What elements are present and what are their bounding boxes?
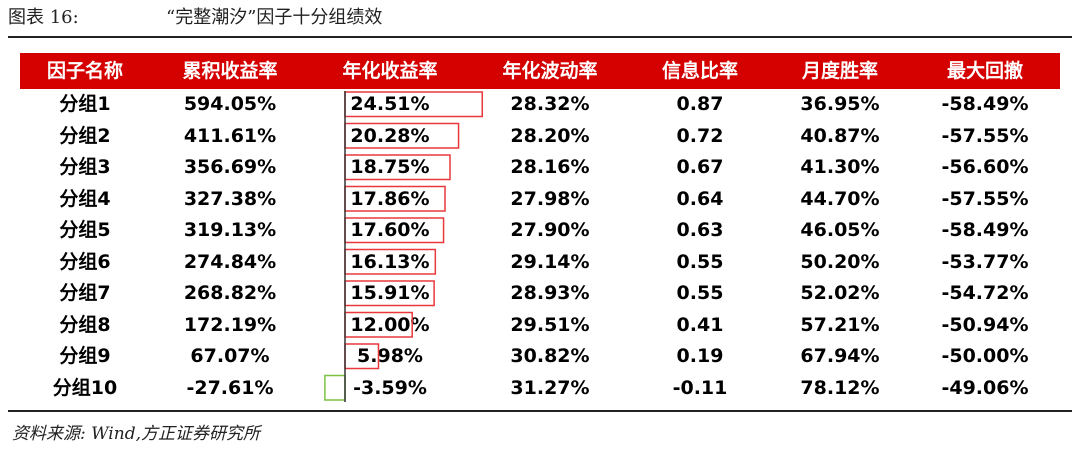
table-cell: 28.93% [510,282,590,304]
table-cell: -49.06% [941,376,1029,399]
table-cell: 36.95% [800,93,880,115]
header-cell: 月度胜率 [801,60,878,82]
table-cell: 30.82% [510,345,590,367]
table-row: 分组1 594.05% 24.51% 28.32% 0.87 36.95% -58.49% [20,89,1060,121]
table-cell: 52.02% [800,282,880,304]
table-cell: 268.82% [183,282,277,304]
table-row: 分组7 268.82% 15.91% 28.93% 0.55 52.02% -54.72% [20,278,1060,310]
table-cell: 0.55 [676,250,724,273]
table-cell: -56.60% [941,156,1029,178]
table-cell: 31.27% [510,376,590,399]
table-cell: 50.20% [800,250,880,273]
header-cell: 累积收益率 [182,60,278,82]
row-label: 分组7 [59,282,111,304]
header-cell: 最大回撤 [946,60,1023,82]
table-row: 分组8 172.19% 12.00% 29.51% 0.41 57.21% -50.94% [20,310,1060,342]
table-cell: 0.72 [676,124,724,147]
source-note: 资料来源: Wind,方正证券研究所 [12,424,260,444]
row-label: 分组8 [59,313,111,336]
table-cell: 17.86% [350,187,430,210]
table-cell: 17.60% [350,219,430,241]
table-body: 分组1 594.05% 24.51% 28.32% 0.87 36.95% -58.49% 分… [20,89,1060,404]
table-cell: 78.12% [800,376,880,399]
table-cell: 319.13% [183,219,277,241]
table-cell: -57.55% [941,124,1029,147]
table-cell: 0.67 [676,156,724,178]
table-cell: 67.07% [190,345,270,367]
row-label: 分组6 [59,250,111,273]
table-row: 分组10 -27.61% -3.59% 31.27% -0.11 78.12% -49.06… [20,373,1060,405]
top-rule [8,36,1072,38]
table-row: 分组2 411.61% 20.28% 28.20% 0.72 40.87% -57.55% [20,121,1060,153]
row-label: 分组3 [59,156,111,178]
table-cell: 44.70% [800,187,880,210]
table-cell: 28.16% [510,156,590,178]
table-cell: 327.38% [183,187,277,210]
table-row: 分组6 274.84% 16.13% 29.14% 0.55 50.20% -53.77% [20,247,1060,279]
table-cell: 0.63 [676,219,724,241]
table-cell: 15.91% [350,282,430,304]
table-cell: 20.28% [350,124,430,147]
table-cell: -57.55% [941,187,1029,210]
table-cell: -3.59% [353,376,427,399]
table-cell: -27.61% [186,376,274,399]
table-row: 分组9 67.07% 5.98% 30.82% 0.19 67.94% -50.00% [20,341,1060,373]
table-cell: 594.05% [183,93,277,115]
table-cell: -50.00% [941,345,1029,367]
figure-label: 图表 16: [8,7,79,28]
table-cell: 27.98% [510,187,590,210]
table-cell: 46.05% [800,219,880,241]
table-cell: 12.00% [350,313,430,336]
table-cell: 356.69% [183,156,277,178]
table-cell: 18.75% [350,156,430,178]
table-cell: 5.98% [357,345,423,367]
row-label: 分组5 [59,219,111,241]
header-cell: 年化收益率 [342,60,438,82]
table-cell: 24.51% [350,93,430,115]
table-cell: 0.19 [676,345,724,367]
table-cell: -53.77% [941,250,1029,273]
table-row: 分组4 327.38% 17.86% 27.98% 0.64 44.70% -57.55% [20,184,1060,216]
table-cell: 411.61% [183,124,277,147]
header-cell: 信息比率 [661,60,738,82]
table-row: 分组5 319.13% 17.60% 27.90% 0.63 46.05% -58.49% [20,215,1060,247]
row-label: 分组9 [59,345,111,367]
table-cell: 29.51% [510,313,590,336]
table-cell: 0.55 [676,282,724,304]
table-cell: 28.20% [510,124,590,147]
table-row: 分组3 356.69% 18.75% 28.16% 0.67 41.30% -56.60% [20,152,1060,184]
table-cell: -58.49% [941,219,1029,241]
table-cell: 29.14% [510,250,590,273]
table-cell: -0.11 [672,376,728,399]
table-cell: 40.87% [800,124,880,147]
table-cell: 274.84% [183,250,277,273]
table-cell: 67.94% [800,345,880,367]
table-cell: 28.32% [510,93,590,115]
bottom-rule [8,410,1072,412]
table-header: 因子名称 累积收益率 年化收益率 年化波动率 信息比率 月度胜率 最大回撤 [20,53,1060,89]
row-label: 分组10 [52,376,118,399]
table-cell: -50.94% [941,313,1029,336]
row-label: 分组2 [59,124,111,147]
table-cell: 0.41 [676,313,724,336]
row-label: 分组1 [59,93,111,115]
figure-title: “完整潮汐”因子十分组绩效 [166,7,383,28]
header-cell: 年化波动率 [502,60,598,82]
table-cell: 172.19% [183,313,277,336]
table-cell: -54.72% [941,282,1029,304]
row-label: 分组4 [59,187,111,210]
table-cell: 0.87 [676,93,724,115]
header-cell: 因子名称 [46,60,123,82]
table-cell: 0.64 [676,187,724,210]
table-cell: 16.13% [350,250,430,273]
table-cell: 27.90% [510,219,590,241]
figure-caption: 图表 16: “完整潮汐”因子十分组绩效 [8,4,382,32]
table-cell: 41.30% [800,156,880,178]
table-cell: -58.49% [941,93,1029,115]
table-cell: 57.21% [800,313,880,336]
